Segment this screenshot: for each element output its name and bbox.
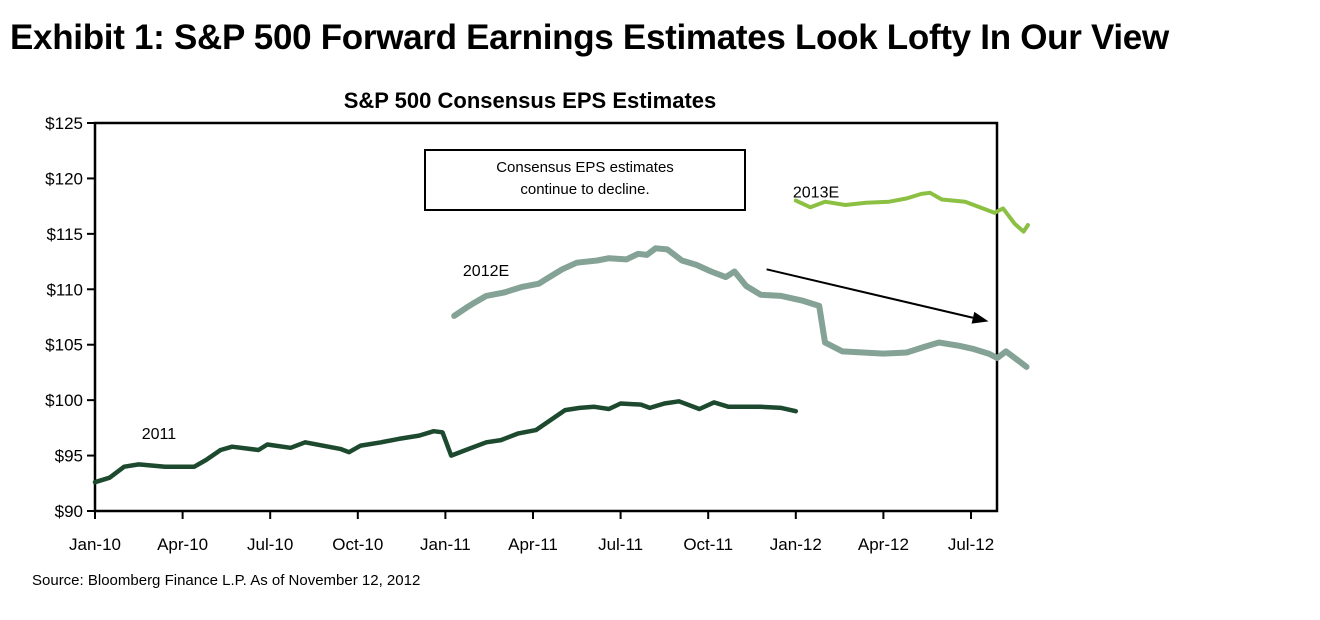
y-tick-label: $110: [46, 280, 83, 299]
x-tick-label: Apr-12: [858, 535, 909, 554]
y-tick-label: $95: [55, 447, 83, 466]
x-tick-label: Jan-11: [420, 535, 471, 554]
x-tick-label: Apr-10: [157, 535, 208, 554]
annotation-layer: Consensus EPS estimates continue to decli…: [424, 149, 989, 324]
x-tick-label: Oct-11: [683, 535, 733, 554]
x-tick-label: Jan-10: [69, 535, 121, 554]
y-tick-label: $120: [45, 169, 83, 188]
x-tick-label: Jan-12: [770, 535, 822, 554]
annotation-box: Consensus EPS estimates continue to decli…: [424, 149, 746, 211]
x-tick-label: Apr-11: [508, 535, 558, 554]
y-tick-label: $105: [45, 336, 83, 355]
source-note: Source: Bloomberg Finance L.P. As of Nov…: [32, 572, 421, 589]
annotation-box-border: [424, 149, 746, 211]
y-tick-label: $115: [46, 225, 83, 244]
x-tick-label: Jul-10: [247, 535, 293, 554]
arrow-shaft: [766, 268, 974, 319]
y-tick-label: $100: [45, 391, 83, 410]
x-axis: Jan-10 Apr-10 Jul-10 Oct-10 Jan-11 Apr-11 Jul-…: [69, 511, 994, 554]
series-line-2011: [92, 399, 799, 485]
series-label-2011: 2011: [142, 426, 177, 443]
x-tick-label: Jul-12: [948, 535, 994, 554]
series-line-2013e: [793, 190, 1030, 234]
series-layer: 2011 2012E 2013E: [92, 184, 1030, 485]
decline-arrow: [766, 268, 989, 324]
series-label-2012e: 2012E: [463, 263, 509, 280]
y-tick-label: $90: [55, 502, 83, 521]
series-label-2013e: 2013E: [793, 184, 839, 201]
annotation-text-line: continue to decline.: [520, 181, 649, 198]
x-tick-label: Jul-11: [598, 535, 643, 554]
plot-border: [93, 121, 999, 513]
series-line-2012e: [451, 245, 1030, 370]
arrow-head-icon: [971, 311, 989, 324]
chart-title: S&P 500 Consensus EPS Estimates: [344, 88, 717, 113]
y-axis: $90 $95 $100 $105 $110 $115 $120 $125: [45, 114, 95, 521]
plot-area: [93, 121, 999, 513]
y-tick-label: $125: [45, 114, 83, 133]
x-tick-label: Oct-10: [332, 535, 383, 554]
annotation-text-line: Consensus EPS estimates: [496, 159, 674, 176]
exhibit-title: Exhibit 1: S&P 500 Forward Earnings Esti…: [10, 18, 1169, 57]
